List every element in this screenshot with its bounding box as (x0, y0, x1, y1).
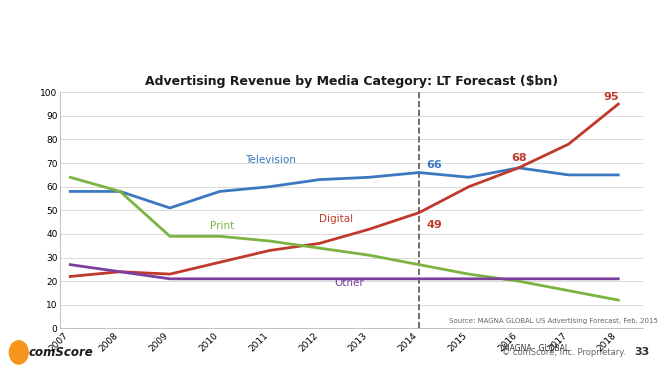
Text: MAGNA   GLOBAL: MAGNA GLOBAL (503, 344, 569, 353)
Title: Advertising Revenue by Media Category: LT Forecast ($bn): Advertising Revenue by Media Category: L… (145, 75, 558, 88)
Text: Digital: Digital (320, 214, 354, 224)
Text: Source: MAGNA GLOBAL US Advertising Forecast, Feb. 2015: Source: MAGNA GLOBAL US Advertising Fore… (449, 318, 658, 324)
Text: 66: 66 (427, 160, 442, 170)
Text: 49: 49 (427, 220, 442, 230)
Text: Other: Other (334, 278, 364, 288)
Text: Digital advertising is forecast to become the #1 Media category in 2016, but TV
: Digital advertising is forecast to becom… (10, 24, 572, 55)
Text: 68: 68 (511, 153, 527, 163)
Ellipse shape (9, 341, 28, 364)
Text: comScore: comScore (28, 346, 93, 359)
Text: Print: Print (210, 221, 234, 231)
Text: © comScore, Inc. Proprietary.: © comScore, Inc. Proprietary. (502, 348, 626, 357)
Text: 33: 33 (634, 347, 650, 358)
Text: Television: Television (245, 155, 295, 165)
Text: 95: 95 (604, 92, 619, 102)
